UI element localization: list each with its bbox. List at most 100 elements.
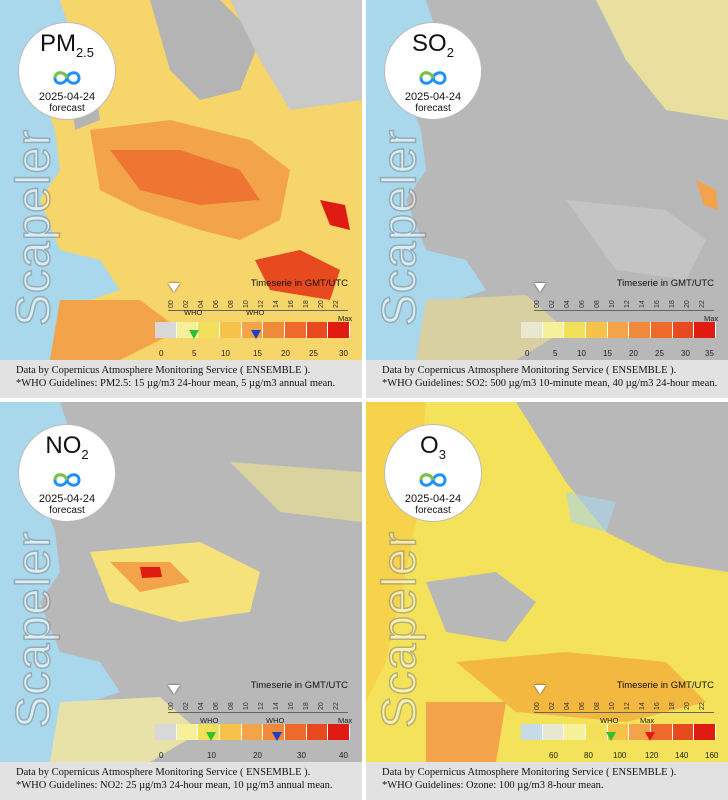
- no2-badge: NO2 2025-04-24 forecast: [18, 424, 116, 522]
- scale-tick: 10: [221, 349, 230, 358]
- timeline-tick: 14: [273, 300, 280, 308]
- timeline-tick: 08: [228, 300, 235, 308]
- timeline-tick: 16: [654, 702, 661, 710]
- color-scale: [521, 322, 717, 338]
- timeline-tick: 00: [534, 300, 541, 308]
- max-label: Max: [640, 716, 655, 725]
- caption-who: *WHO Guidelines: Ozone: 100 µg/m3 8-hour…: [382, 780, 604, 791]
- timeline-tick: 18: [669, 300, 676, 308]
- timeline-tick: 22: [699, 300, 706, 308]
- timeseries-label: Timeserie in GMT/UTC: [250, 278, 348, 289]
- timeline-tick: 10: [243, 300, 250, 308]
- timeline-tick: 08: [228, 702, 235, 710]
- scale-tick: 120: [645, 751, 659, 760]
- caption-source: Data by Copernicus Atmosphere Monitoring…: [16, 767, 311, 778]
- timeline-axis: 00 02 04 06 08 10 12 14 16 18 20 22: [168, 698, 348, 713]
- forecast-label: forecast: [49, 504, 85, 516]
- caption-source: Data by Copernicus Atmosphere Monitoring…: [16, 365, 311, 376]
- timeline-axis: 00 02 04 06 08 10 12 14 16 18 20 22: [534, 296, 714, 311]
- scapeler-logo-icon: [53, 473, 81, 487]
- scale-tick: 5: [553, 349, 558, 358]
- timeseries-label: Timeserie in GMT/UTC: [250, 680, 348, 691]
- scapeler-watermark: Scapeler: [7, 530, 62, 729]
- caption-source: Data by Copernicus Atmosphere Monitoring…: [382, 365, 677, 376]
- o3-panel: Scapeler O3 2025-04-24 forecast Timeseri…: [366, 402, 728, 800]
- who-label: WHO: [200, 716, 219, 725]
- timeline-tick: 12: [624, 702, 631, 710]
- o3-caption: Data by Copernicus Atmosphere Monitoring…: [366, 762, 728, 800]
- scale-tick: 30: [297, 751, 306, 760]
- scale-tick: 25: [655, 349, 664, 358]
- so2-badge: SO2 2025-04-24 forecast: [384, 22, 482, 120]
- timeline-tick: 20: [684, 702, 691, 710]
- current-time-marker: [168, 283, 180, 292]
- timeline-tick: 06: [579, 702, 586, 710]
- timeline-tick: 08: [594, 702, 601, 710]
- color-scale: [521, 724, 717, 740]
- pm25-caption: Data by Copernicus Atmosphere Monitoring…: [0, 360, 362, 398]
- no2-panel: Scapeler NO2 2025-04-24 forecast Timeser…: [0, 402, 362, 800]
- pollutant-label: SO2: [412, 30, 454, 60]
- pm25-badge: PM2.5 2025-04-24 forecast: [18, 22, 116, 120]
- current-time-marker: [168, 685, 180, 694]
- caption-who: *WHO Guidelines: NO2: 25 µg/m3 24-hour m…: [16, 780, 333, 791]
- timeline-tick: 20: [318, 300, 325, 308]
- timeline-tick: 08: [594, 300, 601, 308]
- timeline-tick: 12: [258, 300, 265, 308]
- max-marker: [645, 732, 655, 741]
- pm25-map: [0, 0, 362, 360]
- scale-tick: 10: [207, 751, 216, 760]
- timeline-tick: 16: [288, 702, 295, 710]
- scapeler-watermark: Scapeler: [7, 128, 62, 327]
- timeline-tick: 18: [303, 300, 310, 308]
- scapeler-logo-icon: [419, 71, 447, 85]
- forecast-date: 2025-04-24: [404, 492, 462, 505]
- timeline-tick: 20: [684, 300, 691, 308]
- timeline-tick: 04: [198, 702, 205, 710]
- forecast-date: 2025-04-24: [404, 90, 462, 103]
- no2-caption: Data by Copernicus Atmosphere Monitoring…: [0, 762, 362, 800]
- timeline-tick: 18: [303, 702, 310, 710]
- forecast-label: forecast: [415, 504, 451, 516]
- scale-tick: 15: [603, 349, 612, 358]
- scapeler-watermark: Scapeler: [373, 530, 428, 729]
- color-scale: [155, 322, 351, 338]
- o3-badge: O3 2025-04-24 forecast: [384, 424, 482, 522]
- so2-caption: Data by Copernicus Atmosphere Monitoring…: [366, 360, 728, 398]
- scale-tick: 100: [613, 751, 627, 760]
- who-daily-marker: [272, 732, 282, 741]
- who-annual-marker: [189, 330, 199, 339]
- timeline-tick: 00: [168, 702, 175, 710]
- current-time-marker: [534, 685, 546, 694]
- timeline-tick: 12: [624, 300, 631, 308]
- scale-tick: 80: [584, 751, 593, 760]
- timeline-tick: 16: [654, 300, 661, 308]
- who-marker: [606, 732, 616, 741]
- so2-panel: Scapeler SO2 2025-04-24 forecast Timeser…: [366, 0, 728, 398]
- timeline-tick: 02: [183, 300, 190, 308]
- who-label: WHO: [184, 308, 203, 317]
- scale-tick: 140: [675, 751, 689, 760]
- timeline-tick: 06: [213, 702, 220, 710]
- timeline-tick: 00: [534, 702, 541, 710]
- color-scale: [155, 724, 351, 740]
- max-label: Max: [704, 314, 719, 323]
- who-annual-marker: [206, 732, 216, 741]
- so2-map: [366, 0, 728, 360]
- timeline-tick: 04: [564, 300, 571, 308]
- scale-tick: 0: [525, 349, 530, 358]
- scale-tick: 5: [192, 349, 197, 358]
- scale-tick: 20: [629, 349, 638, 358]
- scale-tick: 25: [309, 349, 318, 358]
- caption-who: *WHO Guidelines: PM2.5: 15 µg/m3 24-hour…: [16, 378, 336, 389]
- timeline-tick: 04: [564, 702, 571, 710]
- forecast-label: forecast: [415, 102, 451, 114]
- forecast-date: 2025-04-24: [38, 492, 96, 505]
- timeline-tick: 14: [639, 300, 646, 308]
- timeline-tick: 02: [549, 702, 556, 710]
- timeline-tick: 06: [213, 300, 220, 308]
- scale-tick: 30: [339, 349, 348, 358]
- scale-tick: 160: [705, 751, 719, 760]
- max-label: Max: [338, 716, 353, 725]
- timeline-tick: 10: [243, 702, 250, 710]
